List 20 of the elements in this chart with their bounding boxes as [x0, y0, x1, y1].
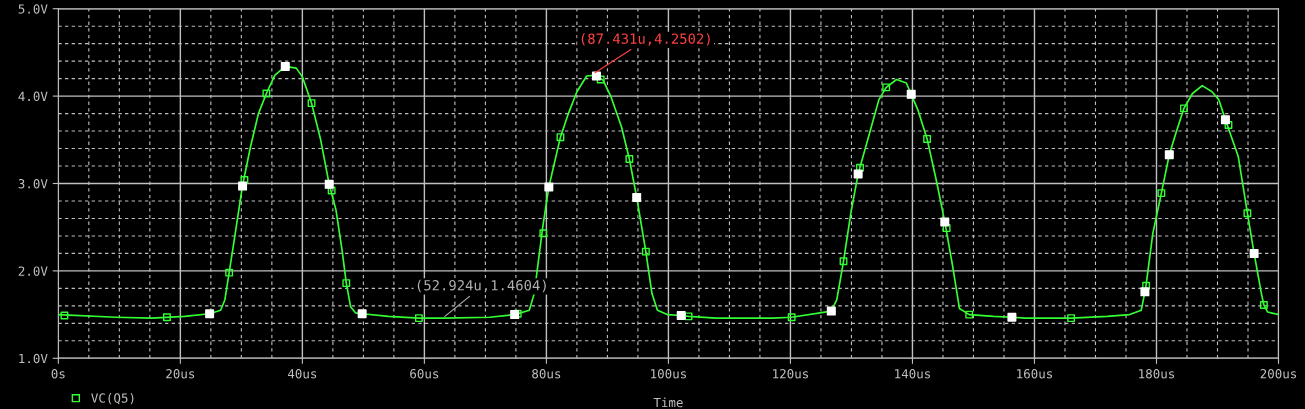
x-tick-label: 40us [287, 368, 317, 379]
x-tick-label: 20us [166, 368, 195, 379]
x-tick-label: 140us [895, 368, 931, 379]
x-axis-title: Time [653, 397, 683, 408]
x-tick-label: 80us [532, 368, 561, 379]
y-tick-label: 1.0V [19, 353, 48, 364]
y-tick-label: 3.0V [18, 179, 48, 189]
x-tick-label: 60us [410, 368, 439, 379]
x-tick-label: 100us [651, 368, 686, 379]
x-tick-label: 200us [1260, 368, 1297, 379]
x-tick-label: 120us [773, 368, 809, 379]
annotation: (52.924u,1.4604) [417, 279, 546, 293]
y-tick-label: 5.0V [18, 4, 48, 14]
annotation: (87.431u,4.2502) [581, 33, 710, 46]
legend-label: VC(Q5) [91, 393, 134, 405]
y-tick-label: 4.0V [18, 91, 48, 102]
x-tick-label: 160us [1017, 368, 1053, 379]
y-tick-label: 2.0V [18, 266, 48, 276]
x-tick-label: 180us [1139, 368, 1175, 379]
x-tick-label: 0s [51, 368, 65, 379]
